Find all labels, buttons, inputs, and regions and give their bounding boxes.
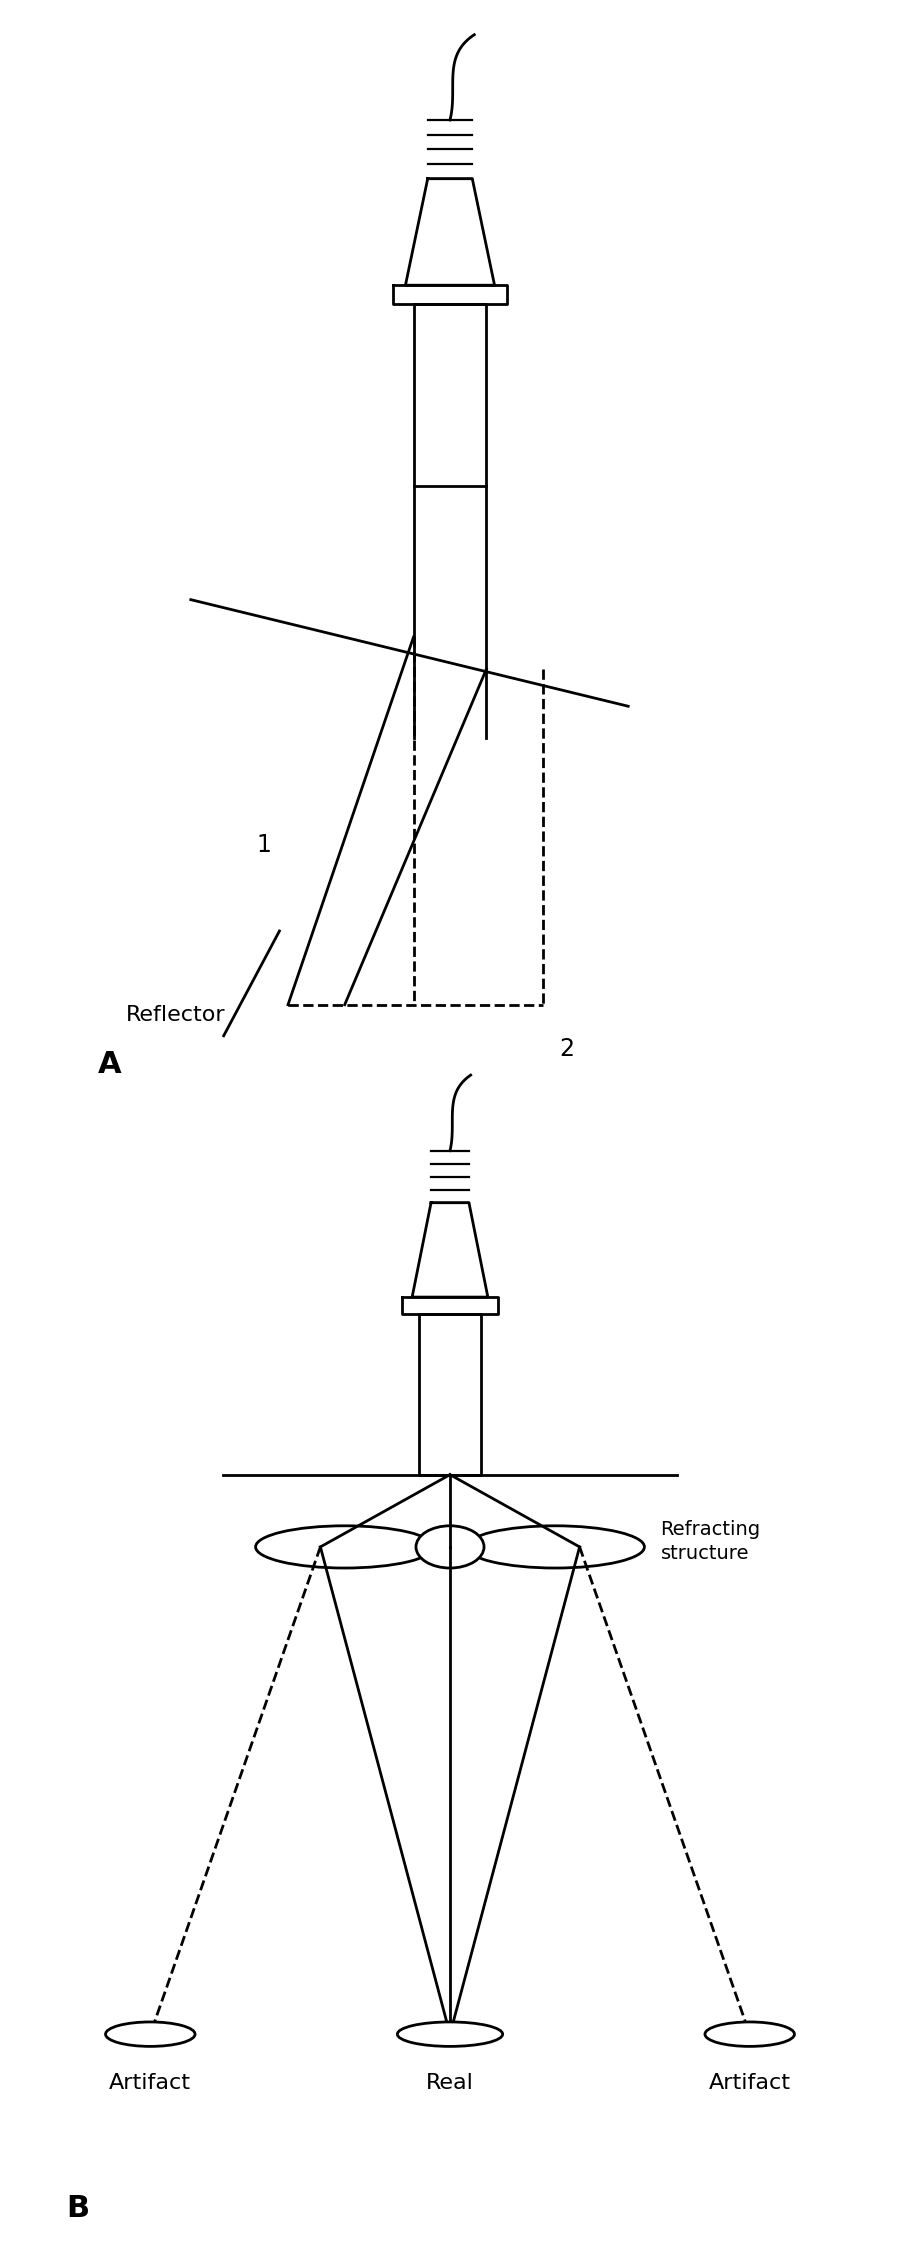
Text: Artifact: Artifact [109, 2073, 192, 2093]
Ellipse shape [256, 1526, 434, 1567]
Text: 2: 2 [560, 1036, 574, 1061]
Text: Real: Real [426, 2073, 474, 2093]
Text: B: B [66, 2193, 89, 2223]
Text: Artifact: Artifact [708, 2073, 791, 2093]
Text: Reflector: Reflector [126, 1005, 226, 1025]
Text: 1: 1 [256, 832, 272, 857]
Ellipse shape [105, 2023, 195, 2046]
Ellipse shape [416, 1526, 484, 1567]
Ellipse shape [705, 2023, 795, 2046]
Ellipse shape [398, 2023, 503, 2046]
Text: Refracting
structure: Refracting structure [661, 1520, 760, 1563]
Text: A: A [98, 1050, 122, 1080]
Ellipse shape [466, 1526, 644, 1567]
